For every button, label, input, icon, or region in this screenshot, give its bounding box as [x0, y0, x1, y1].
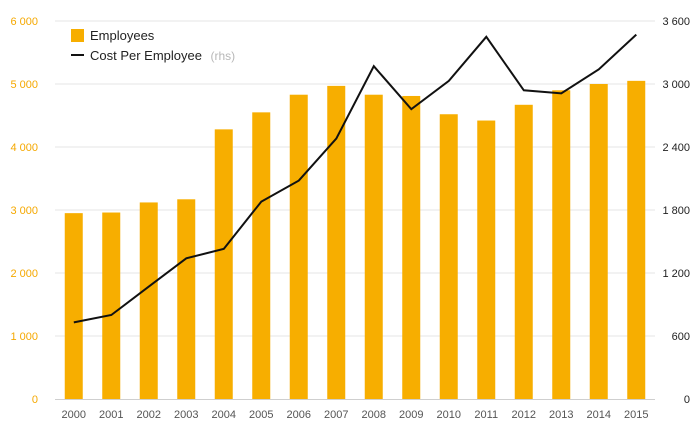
bar-2012 — [514, 104, 533, 399]
y-right-tick-label: 1 200 — [662, 268, 690, 280]
legend-label-employees: Employees — [90, 28, 155, 43]
y-left-tick-label: 2 000 — [10, 268, 38, 280]
x-tick-label: 2001 — [99, 409, 123, 421]
x-tick-label: 2012 — [512, 409, 536, 421]
x-tick-label: 2003 — [174, 409, 198, 421]
bar-2008 — [364, 94, 383, 400]
bar-2000 — [64, 213, 83, 399]
x-tick-label: 2015 — [624, 409, 648, 421]
x-tick-label: 2008 — [362, 409, 386, 421]
y-left-tick-label: 5 000 — [10, 79, 38, 91]
bar-2011 — [477, 120, 496, 399]
x-tick-label: 2009 — [399, 409, 423, 421]
legend-label-cost-per-employee-group: Cost Per Employee (rhs) — [90, 47, 235, 64]
bar-2015 — [627, 80, 646, 399]
bar-2010 — [439, 114, 458, 400]
bar-2004 — [214, 129, 233, 400]
bar-series-employees — [64, 80, 646, 400]
bar-2003 — [177, 199, 196, 399]
x-tick-label: 2006 — [287, 409, 311, 421]
bar-2009 — [402, 95, 421, 399]
x-tick-label: 2005 — [249, 409, 273, 421]
x-tick-label: 2004 — [212, 409, 236, 421]
legend-label-rhs-suffix: (rhs) — [210, 49, 235, 63]
x-tick-label: 2014 — [587, 409, 611, 421]
bar-2006 — [289, 94, 308, 400]
bar-2002 — [139, 202, 158, 399]
bar-2005 — [252, 112, 271, 399]
bar-2014 — [589, 84, 608, 399]
legend-swatch-employees — [71, 29, 84, 42]
x-tick-label: 2010 — [437, 409, 461, 421]
line-cost-per-employee — [73, 33, 637, 324]
bar-2001 — [102, 212, 121, 399]
x-tick-label: 2011 — [474, 409, 498, 421]
y-right-tick-label: 600 — [672, 331, 690, 343]
y-right-tick-label: 3 000 — [662, 79, 690, 91]
y-right-tick-label: 3 600 — [662, 16, 690, 28]
y-left-tick-label: 3 000 — [10, 205, 38, 217]
bar-2007 — [327, 85, 346, 399]
legend-label-cost-per-employee: Cost Per Employee — [90, 48, 202, 63]
x-tick-label: 2007 — [324, 409, 348, 421]
x-tick-label: 2000 — [62, 409, 86, 421]
x-axis: 2000 2001 2002 2003 2004 2005 2006 2007 2008 2009… — [55, 399, 655, 421]
y-right-tick-label: 2 400 — [662, 142, 690, 154]
y-left-tick-label: 1 000 — [10, 331, 38, 343]
y-left-tick-label: 0 — [32, 394, 38, 406]
y-right-tick-label: 1 800 — [662, 205, 690, 217]
bar-2013 — [552, 90, 571, 400]
x-tick-label: 2013 — [549, 409, 573, 421]
y-right-tick-label: 0 — [684, 394, 690, 406]
line-series-cost-per-employee — [73, 33, 637, 324]
x-tick-label: 2002 — [137, 409, 161, 421]
y-axis-left: 0 1 000 2 000 3 000 4 000 5 000 6 000 — [10, 16, 38, 406]
y-axis-right: 0 600 1 200 1 800 2 400 3 000 3 600 — [662, 16, 690, 406]
y-left-tick-label: 6 000 — [10, 16, 38, 28]
y-left-tick-label: 4 000 — [10, 142, 38, 154]
legend: Employees Cost Per Employee (rhs) — [71, 28, 235, 64]
